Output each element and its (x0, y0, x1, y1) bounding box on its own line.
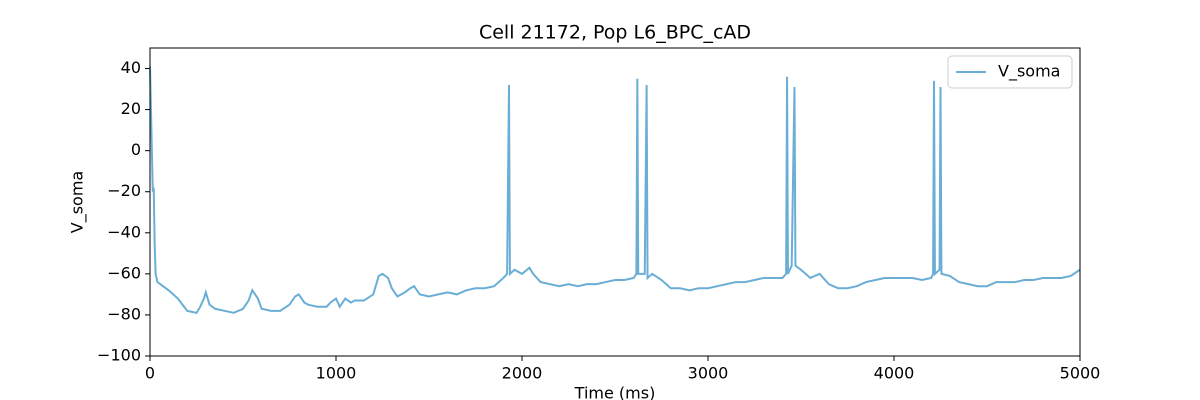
series-line (149, 66, 1081, 315)
x-tick-label: 4000 (874, 364, 915, 383)
y-tick-label: 40 (121, 58, 141, 77)
y-tick-label: −20 (107, 181, 141, 200)
x-tick-label: 0 (145, 364, 155, 383)
y-axis-label: V_soma (68, 171, 88, 233)
y-tick-label: −40 (107, 222, 141, 241)
legend-label: V_soma (998, 62, 1060, 82)
x-tick-label: 2000 (502, 364, 543, 383)
x-axis-label: Time (ms) (574, 384, 656, 400)
y-tick-label: 20 (121, 99, 141, 118)
y-tick-label: −60 (107, 263, 141, 282)
chart-title: Cell 21172, Pop L6_BPC_cAD (479, 22, 751, 44)
y-tick-label: −100 (97, 346, 141, 365)
x-tick-label: 5000 (1060, 364, 1101, 383)
x-tick-label: 1000 (316, 364, 357, 383)
y-tick-label: −80 (107, 304, 141, 323)
x-tick-label: 3000 (688, 364, 729, 383)
y-tick-label: 0 (131, 140, 141, 159)
plot-frame (149, 47, 1081, 357)
legend-box (947, 55, 1073, 89)
